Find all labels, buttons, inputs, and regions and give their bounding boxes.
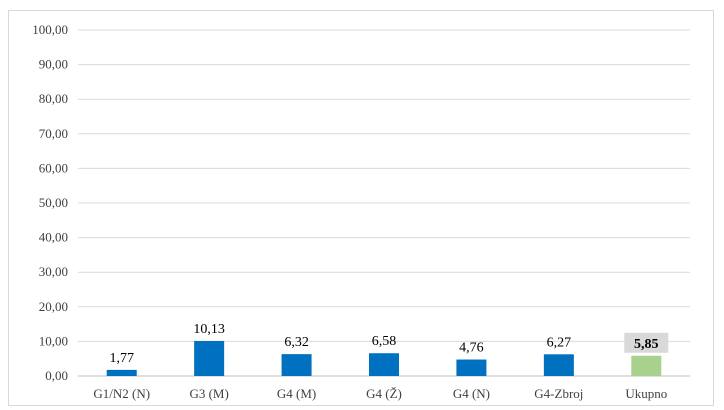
data-label: 4,76 <box>459 341 484 356</box>
bar <box>106 369 137 376</box>
y-tick-label: 70,00 <box>39 126 68 141</box>
bar <box>456 359 487 376</box>
x-tick-label: Ukupno <box>625 386 667 401</box>
y-tick-label: 60,00 <box>39 160 68 175</box>
data-label: 1,77 <box>109 351 134 366</box>
x-tick-label: G3 (M) <box>189 386 228 401</box>
y-tick-label: 90,00 <box>39 57 68 72</box>
y-tick-label: 10,00 <box>39 333 68 348</box>
data-label: 5,85 <box>634 337 659 352</box>
bar <box>543 354 574 376</box>
data-label-highlight <box>624 332 669 353</box>
x-tick-label: G4-Zbroj <box>534 386 583 401</box>
y-tick-label: 20,00 <box>39 299 68 314</box>
x-tick-label: G4 (Ž) <box>366 386 402 401</box>
y-tick-label: 0,00 <box>45 368 68 383</box>
bar <box>281 354 312 376</box>
data-label: 10,13 <box>193 322 225 337</box>
data-label: 6,58 <box>372 334 397 349</box>
chart-frame <box>8 10 714 406</box>
data-label: 6,27 <box>547 335 572 350</box>
y-tick-label: 30,00 <box>39 264 68 279</box>
y-tick-label: 100,00 <box>32 22 68 37</box>
bar <box>369 353 399 376</box>
y-tick-label: 80,00 <box>39 91 68 106</box>
x-tick-label: G4 (N) <box>453 386 490 401</box>
data-label: 6,32 <box>284 335 309 350</box>
bar <box>631 355 662 376</box>
y-tick-label: 40,00 <box>39 230 68 245</box>
bar <box>194 340 225 376</box>
x-tick-label: G1/N2 (N) <box>93 386 150 401</box>
y-tick-label: 50,00 <box>39 195 68 210</box>
x-tick-label: G4 (M) <box>277 386 316 401</box>
